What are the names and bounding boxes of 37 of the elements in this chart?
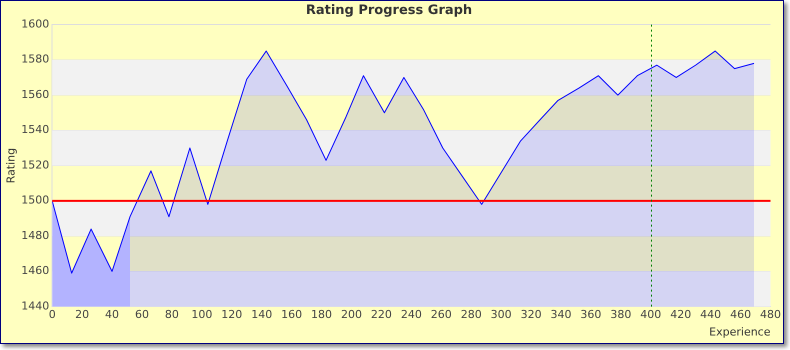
x-tick-label: 80 <box>164 308 179 322</box>
x-axis-title: Experience <box>709 325 771 338</box>
x-tick-label: 20 <box>75 308 90 322</box>
y-tick-label: 1460 <box>21 264 50 278</box>
x-tick-label: 60 <box>134 308 149 322</box>
x-tick-label: 460 <box>730 308 752 322</box>
y-tick-label: 1500 <box>21 194 50 207</box>
chart-title: Rating Progress Graph <box>306 3 472 18</box>
x-tick-label: 180 <box>311 308 332 322</box>
x-tick-label: 420 <box>670 308 692 322</box>
x-tick-label: 100 <box>191 308 212 322</box>
y-tick-label: 1440 <box>21 299 50 312</box>
x-tick-label: 380 <box>610 308 632 322</box>
x-tick-label: 0 <box>48 308 56 322</box>
x-tick-label: 140 <box>251 308 272 322</box>
x-tick-label: 120 <box>221 308 242 322</box>
y-tick-label: 1580 <box>21 52 50 66</box>
x-tick-label: 200 <box>340 308 362 322</box>
x-tick-label: 340 <box>550 308 572 322</box>
y-tick-label: 1560 <box>21 88 50 101</box>
y-tick-label: 1600 <box>21 17 50 30</box>
x-tick-label: 480 <box>760 308 781 322</box>
y-axis-title: Rating <box>4 148 18 184</box>
x-tick-label: 280 <box>460 308 482 322</box>
x-tick-label: 360 <box>580 308 602 322</box>
x-tick-label: 260 <box>430 308 452 322</box>
x-tick-label: 40 <box>105 308 120 322</box>
y-tick-label: 1540 <box>21 123 50 136</box>
x-tick-label: 320 <box>520 308 542 322</box>
x-tick-label: 300 <box>490 308 512 322</box>
x-tick-label: 400 <box>640 308 662 322</box>
x-tick-label: 220 <box>370 308 392 322</box>
y-tick-label: 1480 <box>21 228 50 242</box>
x-tick-label: 160 <box>281 308 302 322</box>
x-tick-label: 440 <box>700 308 722 322</box>
x-tick-label: 240 <box>400 308 422 322</box>
y-tick-label: 1520 <box>21 158 50 172</box>
